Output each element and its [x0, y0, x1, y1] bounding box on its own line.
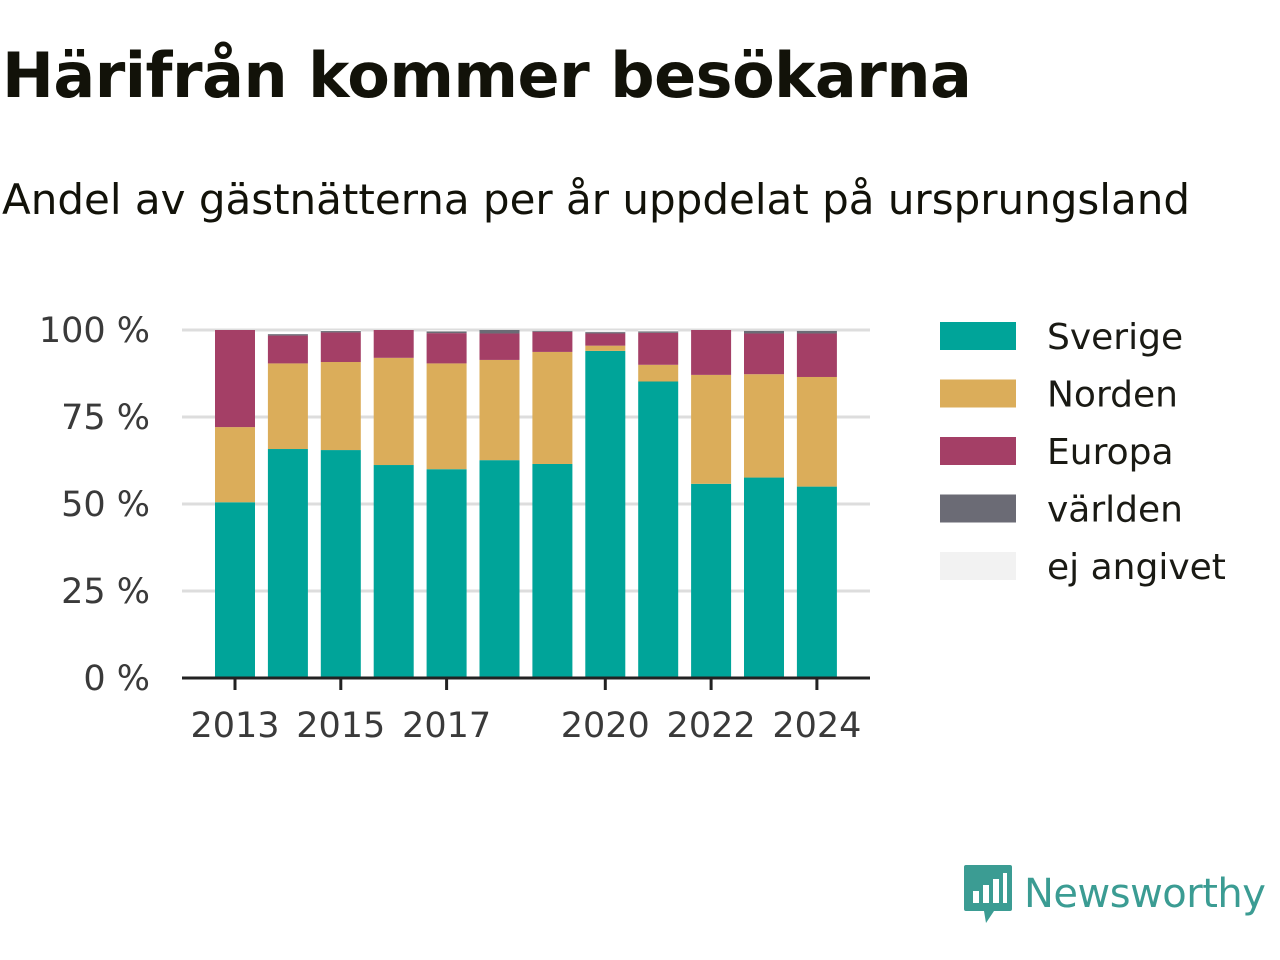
x-tick-label: 2022	[667, 706, 756, 746]
bar-segment-2020-Norden	[585, 345, 626, 351]
bar-segment-2017-världen	[426, 331, 467, 334]
bar-segment-2018-Sverige	[479, 460, 520, 678]
bar-segment-2017-Europa	[426, 333, 467, 364]
bar-segment-2021-Sverige	[638, 381, 679, 678]
bar-segment-2022-Norden	[691, 374, 732, 484]
x-tick-label: 2015	[296, 706, 385, 746]
legend-label-Norden: Norden	[1047, 375, 1178, 416]
bar-segment-2019-Europa	[532, 331, 573, 352]
bar-segment-2018-Europa	[479, 333, 520, 360]
bar-segment-2023-världen	[744, 330, 784, 334]
brand-name: Newsworthy	[1024, 871, 1266, 917]
bar-segment-2016-Sverige	[373, 465, 414, 678]
bar-segment-2019-ej-angivet	[532, 330, 573, 331]
bar-segment-2023-ej-angivet	[744, 330, 784, 331]
y-tick-label: 100 %	[39, 311, 150, 351]
bar-segment-2016-Norden	[373, 357, 414, 466]
legend-label-Europa: Europa	[1047, 432, 1174, 473]
bar-segment-2013-Europa	[215, 330, 255, 428]
bar-segment-2024-Sverige	[796, 486, 837, 678]
legend-label-ej-angivet: ej angivet	[1047, 547, 1226, 588]
bar-segment-2020-Europa	[585, 333, 626, 346]
bar-segment-2018-Norden	[479, 359, 520, 461]
bar-segment-2019-världen	[532, 330, 573, 332]
bar-segment-2015-Europa	[320, 332, 361, 363]
bar-segment-2020-Sverige	[585, 350, 626, 678]
bar-segment-2013-Sverige	[215, 502, 255, 678]
y-tick-label: 25 %	[61, 572, 150, 612]
bar-segment-2015-världen	[320, 331, 361, 333]
bar-segment-2014-Sverige	[267, 449, 308, 678]
bar-segment-2019-Sverige	[532, 463, 573, 678]
x-tick-label: 2024	[772, 706, 861, 746]
bar-segment-2023-Sverige	[744, 477, 784, 678]
brand-logo: Newsworthy	[962, 862, 1266, 926]
legend-swatch-Norden	[940, 379, 1016, 408]
y-tick-label: 50 %	[61, 485, 150, 525]
bar-segment-2023-Europa	[744, 333, 784, 375]
bar-segment-2021-ej-angivet	[638, 330, 679, 332]
bar-segment-2014-Norden	[267, 363, 308, 450]
legend-label-Sverige: Sverige	[1047, 317, 1183, 358]
legend-label-världen: världen	[1047, 490, 1183, 531]
bar-segment-2020-ej-angivet	[585, 330, 626, 333]
bar-segment-2024-Europa	[796, 333, 837, 377]
chart-subtitle: Andel av gästnätterna per år uppdelat på…	[2, 175, 1190, 224]
bar-segment-2021-världen	[638, 331, 679, 333]
bar-segment-2020-världen	[585, 332, 626, 334]
bar-segment-2021-Europa	[638, 332, 679, 365]
bar-segment-2016-Europa	[373, 330, 414, 358]
legend-swatch-världen	[940, 494, 1016, 523]
bar-segment-2015-Sverige	[320, 450, 361, 678]
bar-segment-2017-ej-angivet	[426, 330, 467, 332]
legend-swatch-Europa	[940, 437, 1016, 465]
bar-segment-2024-Norden	[796, 376, 837, 487]
bar-segment-2015-ej-angivet	[320, 330, 361, 332]
newsworthy-logo-icon	[964, 865, 1012, 923]
bar-segment-2024-ej-angivet	[796, 330, 837, 331]
y-tick-label: 0 %	[83, 659, 150, 699]
bar-segment-2015-Norden	[320, 362, 361, 451]
bar-segment-2022-Europa	[691, 330, 732, 375]
bar-segment-2023-Norden	[744, 374, 784, 478]
bar-segment-2014-världen	[267, 334, 308, 336]
x-tick-label: 2017	[402, 706, 491, 746]
legend-swatch-Sverige	[940, 322, 1016, 350]
bar-segment-2014-Europa	[267, 335, 308, 364]
bar-segment-2024-världen	[796, 330, 837, 334]
bar-segment-2018-världen	[479, 330, 520, 334]
bar-segment-2017-Sverige	[426, 469, 467, 678]
y-tick-label: 75 %	[61, 398, 150, 438]
bar-segment-2022-Sverige	[691, 483, 732, 678]
x-tick-label: 2013	[190, 706, 279, 746]
bar-segment-2019-Norden	[532, 351, 573, 464]
chart-title: Härifrån kommer besökarna	[2, 39, 972, 112]
x-tick-label: 2020	[561, 706, 650, 746]
bar-segment-2017-Norden	[426, 363, 467, 470]
bar-segment-2021-Norden	[638, 364, 679, 382]
bar-segment-2013-Norden	[215, 427, 255, 503]
legend-swatch-ej-angivet	[940, 552, 1016, 580]
